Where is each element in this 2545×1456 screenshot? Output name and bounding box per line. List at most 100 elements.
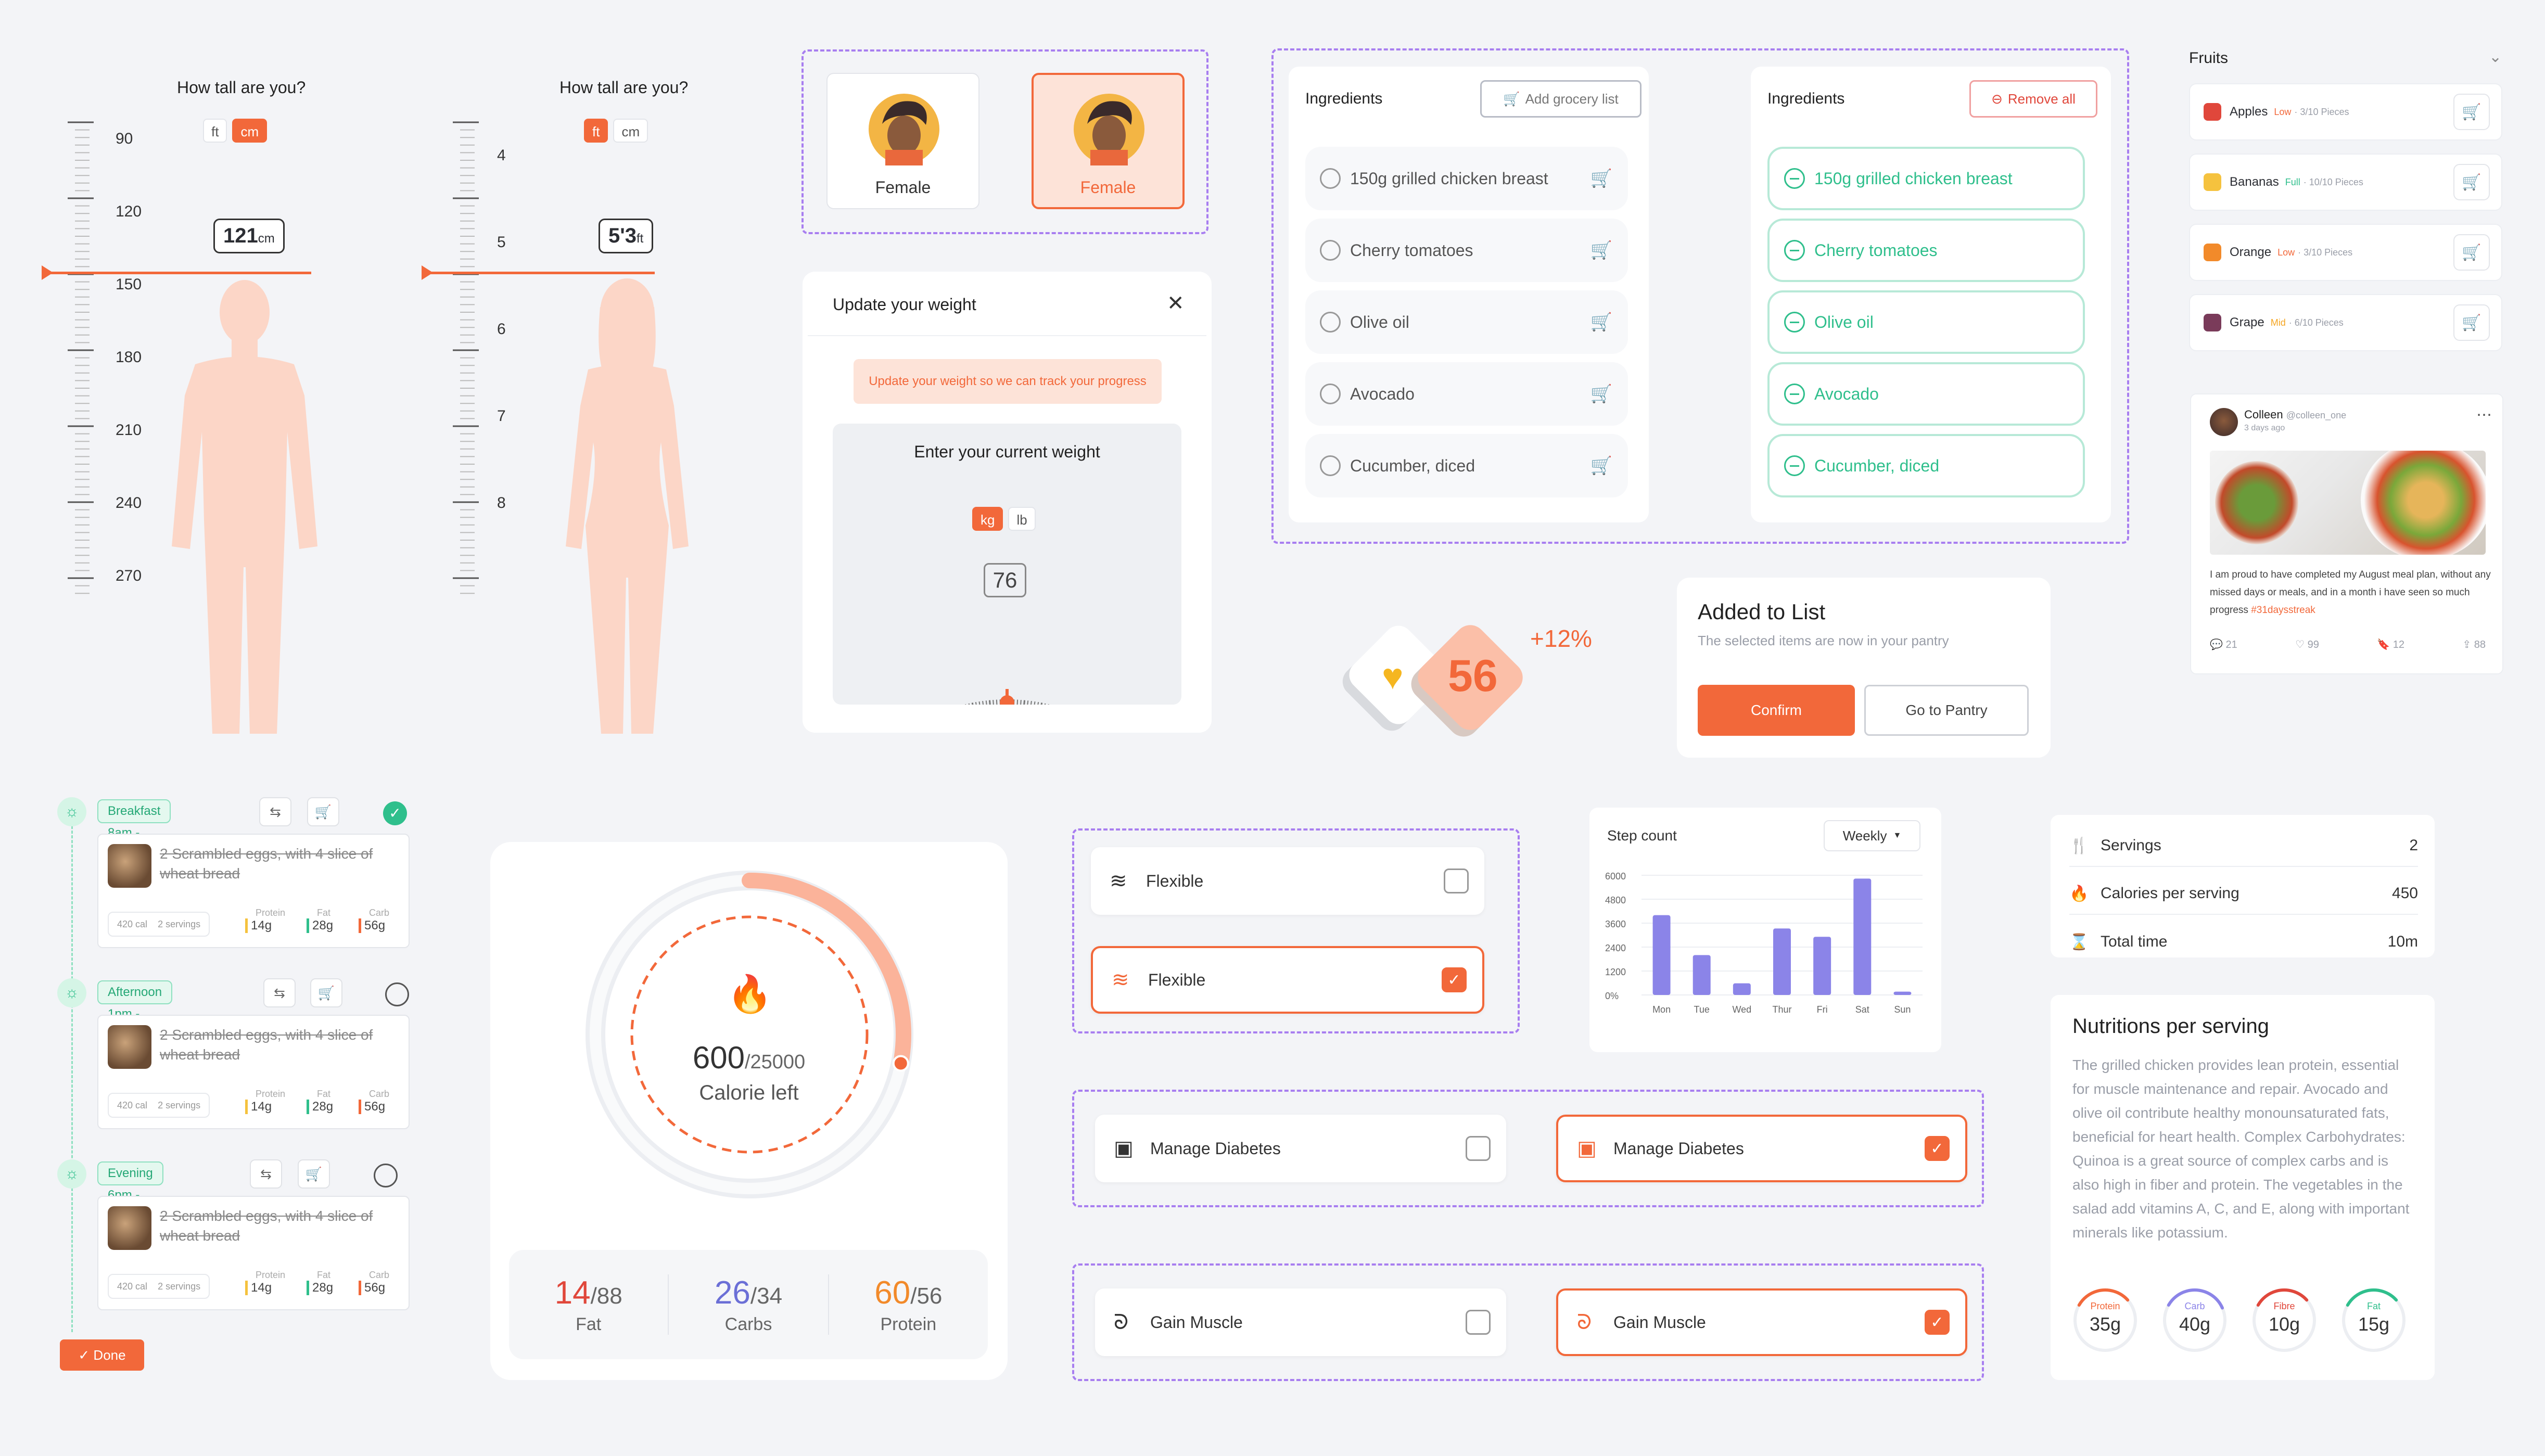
plan-option[interactable]: ▣ Manage Diabetes ✓ (1556, 1115, 1967, 1182)
bar[interactable] (1693, 955, 1711, 995)
bar[interactable] (1893, 991, 1912, 995)
add-to-cart-icon[interactable]: 🛒 (1590, 384, 1612, 404)
save-button[interactable]: 🔖 12 (2377, 639, 2404, 650)
ingredient-label: Avocado (1350, 384, 1415, 403)
height-indicator-handle[interactable] (422, 265, 433, 280)
add-to-cart-icon[interactable]: 🛒 (1590, 169, 1612, 188)
ingredient-row[interactable]: Olive oil (1767, 290, 2085, 354)
remove-circle-icon[interactable] (1784, 168, 1805, 189)
period-dropdown[interactable]: Weekly ▼ (1824, 820, 1920, 851)
bar[interactable] (1652, 915, 1671, 995)
cart-button[interactable]: 🛒 (310, 978, 342, 1007)
swap-button[interactable]: ⇆ (259, 797, 291, 826)
more-icon[interactable]: ⋯ (2476, 406, 2492, 424)
comment-button[interactable]: 💬 21 (2210, 639, 2237, 650)
bar[interactable] (1853, 878, 1872, 995)
fruit-icon (2204, 103, 2221, 121)
fruit-row[interactable]: Apples Low · 3/10 Pieces 🛒 (2189, 83, 2502, 141)
add-to-cart-icon[interactable]: 🛒 (1590, 456, 1612, 476)
ingredient-row[interactable]: Cucumber, diced (1767, 434, 2085, 497)
plan-option[interactable]: ≋ Flexible ✓ (1091, 946, 1484, 1014)
checkbox[interactable] (1466, 1136, 1491, 1161)
add-grocery-button[interactable]: 🛒 Add grocery list (1480, 80, 1641, 118)
remove-circle-icon[interactable] (1784, 455, 1805, 476)
select-circle-icon[interactable] (1320, 384, 1341, 404)
checkbox[interactable] (1444, 869, 1469, 893)
ingredient-row[interactable]: Olive oil 🛒 (1305, 290, 1628, 354)
meal-card[interactable]: 2 Scrambled eggs, with 4 slice of wheat b… (97, 834, 410, 948)
bar[interactable] (1813, 937, 1831, 995)
add-to-cart-button[interactable]: 🛒 (2453, 164, 2490, 200)
ingredient-row[interactable]: Cucumber, diced 🛒 (1305, 434, 1628, 497)
ingredient-row[interactable]: Cherry tomatoes 🛒 (1305, 219, 1628, 282)
like-button[interactable]: ♡ 99 (2295, 639, 2319, 650)
bar[interactable] (1733, 983, 1751, 995)
plan-option[interactable]: ᘐ Gain Muscle (1095, 1288, 1506, 1356)
add-to-cart-icon[interactable]: 🛒 (1590, 240, 1612, 260)
plan-option[interactable]: ▣ Manage Diabetes (1095, 1115, 1506, 1182)
empty-circle-icon[interactable] (385, 982, 409, 1006)
chevron-down-icon[interactable]: ⌄ (2489, 48, 2502, 66)
unit-cm-button[interactable]: cm (613, 119, 648, 143)
meal-card[interactable]: 2 Scrambled eggs, with 4 slice of wheat b… (97, 1196, 410, 1310)
unit-ft-button[interactable]: ft (584, 119, 608, 143)
checkbox[interactable]: ✓ (1442, 967, 1467, 992)
meal-card[interactable]: 2 Scrambled eggs, with 4 slice of wheat b… (97, 1015, 410, 1129)
empty-circle-icon[interactable] (374, 1164, 398, 1187)
add-to-cart-button[interactable]: 🛒 (2453, 304, 2490, 341)
close-icon[interactable]: ✕ (1167, 292, 1185, 315)
check-circle-icon[interactable]: ✓ (383, 801, 407, 825)
checkbox[interactable]: ✓ (1925, 1136, 1950, 1161)
cart-button[interactable]: 🛒 (298, 1159, 330, 1189)
ingredient-row[interactable]: 150g grilled chicken breast (1767, 147, 2085, 210)
plan-option[interactable]: ≋ Flexible (1091, 847, 1484, 915)
remove-circle-icon[interactable] (1784, 240, 1805, 261)
fruit-row[interactable]: Grape Mid · 6/10 Pieces 🛒 (2189, 294, 2502, 351)
share-button[interactable]: ⇪ 88 (2462, 639, 2486, 650)
fruit-amount: · 3/10 Pieces (2294, 106, 2349, 117)
wave-icon: ≋ (1110, 870, 1127, 892)
unit-kg-button[interactable]: kg (972, 507, 1003, 531)
select-circle-icon[interactable] (1320, 455, 1341, 476)
add-to-cart-button[interactable]: 🛒 (2453, 234, 2490, 271)
added-to-list-card: Added to List The selected items are now… (1677, 578, 2051, 758)
ingredient-label: Cherry tomatoes (1350, 240, 1473, 260)
plan-option[interactable]: ᘐ Gain Muscle ✓ (1556, 1288, 1967, 1356)
ingredient-row[interactable]: Avocado (1767, 362, 2085, 426)
cart-button[interactable]: 🛒 (307, 797, 339, 826)
remove-circle-icon[interactable] (1784, 384, 1805, 404)
remove-all-button[interactable]: ⊖ Remove all (1969, 80, 2097, 118)
ingredient-row[interactable]: Avocado 🛒 (1305, 362, 1628, 426)
swap-button[interactable]: ⇆ (263, 978, 296, 1007)
checkbox[interactable]: ✓ (1925, 1310, 1950, 1335)
height-indicator-handle[interactable] (42, 265, 53, 280)
unit-lb-button[interactable]: lb (1008, 507, 1036, 531)
confirm-button[interactable]: Confirm (1698, 685, 1855, 736)
height-title: How tall are you? (177, 78, 306, 97)
go-to-pantry-button[interactable]: Go to Pantry (1864, 685, 2029, 736)
unit-cm-button[interactable]: cm (232, 119, 268, 143)
swap-button[interactable]: ⇆ (250, 1159, 282, 1189)
ring-handle[interactable] (892, 1055, 909, 1072)
weight-dial[interactable]: 74757778 (864, 601, 1150, 705)
done-button[interactable]: ✓ Done (60, 1339, 144, 1371)
height-ruler[interactable] (453, 117, 494, 637)
fruit-row[interactable]: Bananas Full · 10/10 Pieces 🛒 (2189, 154, 2502, 211)
bar[interactable] (1773, 928, 1791, 995)
ingredient-row[interactable]: Cherry tomatoes (1767, 219, 2085, 282)
add-to-cart-button[interactable]: 🛒 (2453, 94, 2490, 130)
post-hashtag[interactable]: #31daysstreak (2251, 605, 2315, 616)
height-ruler[interactable] (68, 117, 109, 637)
weight-prompt: Enter your current weight (914, 442, 1100, 461)
select-circle-icon[interactable] (1320, 312, 1341, 333)
checkbox[interactable] (1466, 1310, 1491, 1335)
remove-circle-icon[interactable] (1784, 312, 1805, 333)
select-circle-icon[interactable] (1320, 168, 1341, 189)
gender-option-female[interactable]: Female (826, 73, 979, 209)
unit-ft-button[interactable]: ft (203, 119, 227, 143)
gender-option-female-selected[interactable]: Female (1032, 73, 1185, 209)
fruit-row[interactable]: Orange Low · 3/10 Pieces 🛒 (2189, 224, 2502, 281)
add-to-cart-icon[interactable]: 🛒 (1590, 312, 1612, 332)
ingredient-row[interactable]: 150g grilled chicken breast 🛒 (1305, 147, 1628, 210)
select-circle-icon[interactable] (1320, 240, 1341, 261)
